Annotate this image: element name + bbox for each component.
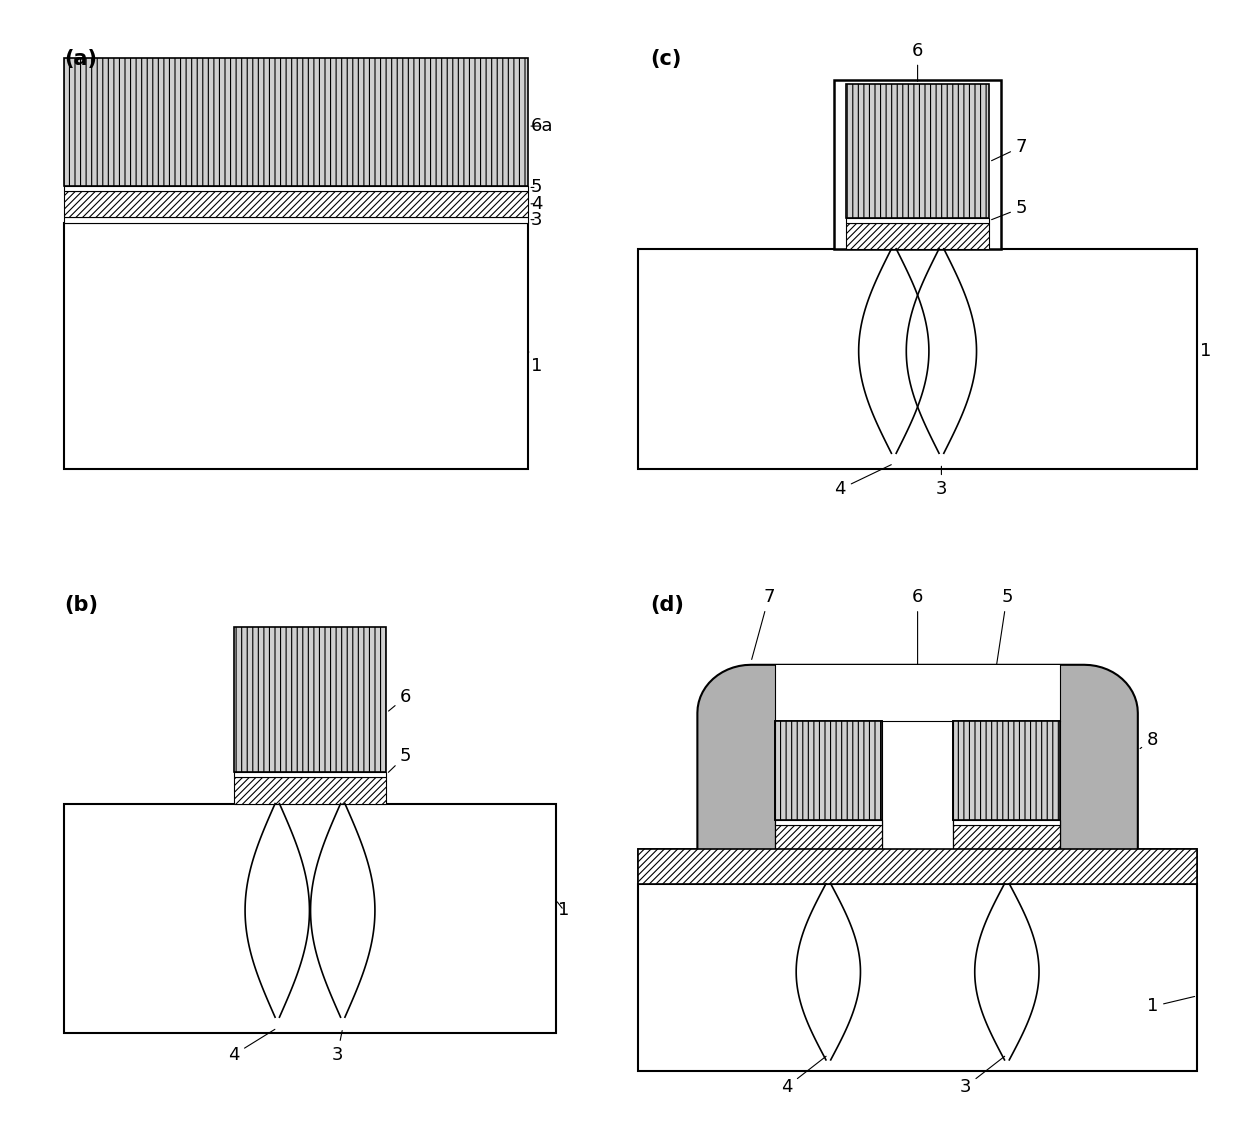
Bar [882, 665, 954, 884]
Bar [954, 825, 1060, 849]
Text: 3: 3 [936, 466, 947, 499]
Bar [954, 825, 1060, 849]
Bar [775, 825, 882, 849]
Bar [954, 820, 1060, 825]
Text: 7: 7 [992, 137, 1027, 160]
Text: 1: 1 [1147, 996, 1194, 1016]
Text: (d): (d) [650, 595, 683, 616]
Bar [64, 186, 528, 191]
Bar [954, 820, 1060, 825]
Text: 6: 6 [911, 588, 924, 716]
Polygon shape [697, 665, 1138, 884]
Text: 4: 4 [228, 1029, 275, 1064]
Text: 1: 1 [557, 901, 569, 919]
Bar [835, 80, 1001, 249]
Text: (a): (a) [64, 49, 98, 69]
Text: 1: 1 [1198, 341, 1211, 360]
Bar [954, 665, 1060, 884]
Text: 5: 5 [992, 199, 1027, 219]
Text: 1: 1 [528, 351, 542, 375]
Text: (c): (c) [650, 49, 681, 69]
Bar [954, 721, 1060, 820]
Bar [846, 84, 990, 218]
Bar [846, 223, 990, 249]
Text: 3: 3 [331, 1030, 343, 1064]
Text: 3: 3 [960, 1056, 1004, 1096]
Text: 8: 8 [1140, 730, 1158, 749]
Bar [637, 884, 1198, 1070]
Bar [233, 777, 387, 803]
Bar [775, 825, 882, 849]
Bar [775, 820, 882, 825]
Bar [64, 217, 528, 223]
Text: 3: 3 [531, 210, 542, 228]
Text: (b): (b) [64, 595, 98, 616]
Text: 9: 9 [1147, 853, 1194, 871]
Bar [64, 223, 528, 468]
Bar [775, 721, 882, 820]
Bar [775, 665, 882, 884]
Bar [775, 820, 882, 825]
Text: 4: 4 [835, 465, 892, 499]
Bar [64, 191, 528, 217]
Text: 5: 5 [977, 588, 1013, 791]
Text: 5: 5 [531, 178, 542, 197]
Text: 4: 4 [781, 1056, 826, 1096]
Text: 6: 6 [388, 687, 412, 711]
Text: 7: 7 [751, 588, 775, 659]
Bar [846, 218, 990, 223]
Bar [637, 849, 1198, 884]
Bar [233, 771, 387, 777]
Bar [64, 58, 528, 186]
Text: 6: 6 [911, 42, 924, 82]
Text: 5: 5 [388, 746, 412, 772]
Text: 6a: 6a [531, 117, 553, 135]
Text: 4: 4 [531, 194, 542, 212]
Bar [233, 627, 387, 771]
Bar [954, 721, 1060, 820]
Bar [775, 721, 882, 820]
Bar [637, 849, 1198, 884]
Bar [637, 249, 1198, 468]
Bar [64, 803, 556, 1034]
